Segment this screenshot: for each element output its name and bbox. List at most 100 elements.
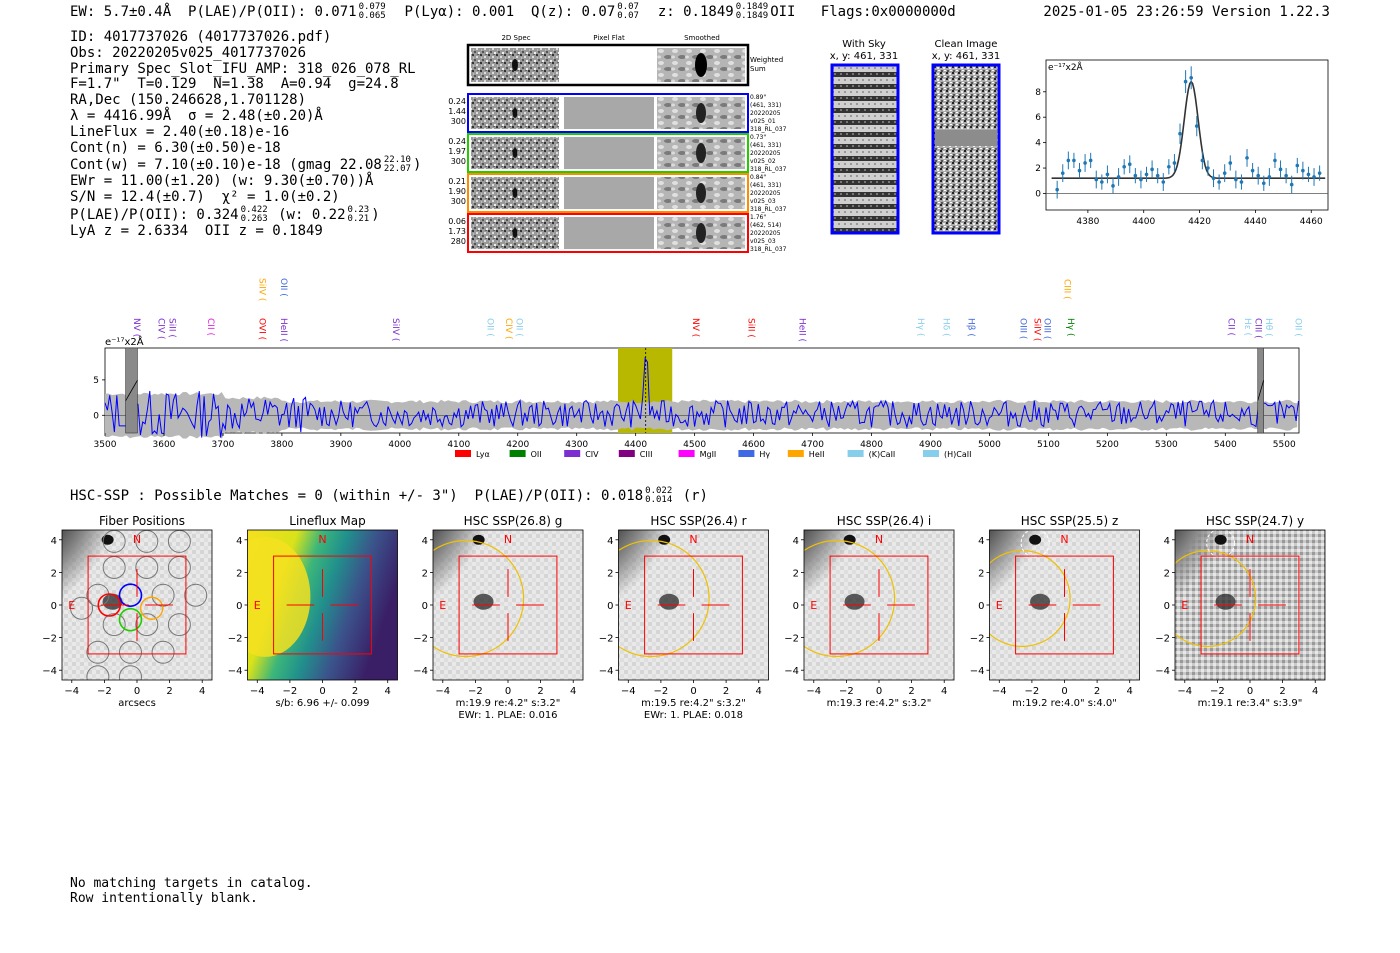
hsc-xtick-label: 2 (352, 686, 358, 697)
cutout-col-label: 2D Spec (501, 34, 530, 42)
hsc-panel-title: Lineflux Map (289, 514, 365, 528)
fiber-row-right-value: v025_03 (750, 198, 776, 205)
fiber-row-right-value: 20220205 (750, 230, 781, 237)
fiber-row-right-value: 1.76" (750, 214, 766, 221)
zoom-data-point (1127, 162, 1132, 167)
legend-swatch (618, 450, 635, 457)
compact-source (1029, 534, 1042, 545)
spec-xtick-label: 4500 (683, 440, 706, 450)
hsc-imaging-panels: Fiber Positions N E −4 −4 −2 −2 0 0 2 2 4 4 arcsecs Li… (42, 514, 1326, 721)
compact-source (1214, 534, 1227, 545)
spec-unit-label: e⁻¹⁷x2Å (105, 335, 144, 348)
hsc-ytick-label: 4 (422, 536, 428, 547)
fiber-row-right-value: (461, 331) (750, 182, 781, 189)
hsc-caption: m:19.5 re:4.2" s:3.2" (641, 698, 746, 709)
hsc-xtick-label: −2 (839, 686, 854, 697)
zoom-data-point (1312, 175, 1316, 179)
compass-east: E (625, 599, 632, 612)
zoom-data-point (1183, 79, 1188, 84)
catalog-note-line1: No matching targets in catalog. (70, 876, 313, 891)
zoom-data-point (1284, 173, 1288, 178)
timestamp-version: 2025-01-05 23:26:59 Version 1.22.3 (1043, 4, 1330, 20)
fiber-row-right-value: 318_RL_037 (750, 206, 787, 213)
legend-label: CIII (640, 450, 653, 459)
fiber-row-left-value: 300 (451, 197, 466, 206)
zoom-data-point (1172, 161, 1177, 165)
spec-xtick-label: 4900 (919, 440, 942, 450)
hsc-ytick-label: 2 (236, 568, 242, 579)
compass-east: E (254, 599, 261, 612)
fiber-row-right-value: (461, 331) (750, 102, 781, 109)
legend-label: (H)CaII (944, 450, 971, 459)
zoom-data-point (1306, 172, 1311, 177)
hsc-xtick-label: 4 (1312, 686, 1318, 697)
fiber-2dspec-source (512, 188, 518, 198)
legend-swatch (923, 450, 939, 457)
fiber-row-right-value: 0.84" (750, 174, 766, 181)
spec-xtick-label: 4600 (742, 440, 765, 450)
fiber-circle (102, 613, 126, 637)
hsc-ytick-label: −4 (413, 666, 428, 677)
hsc-ytick-label: 2 (51, 568, 57, 579)
fiber-2dspec-source (512, 148, 518, 158)
emission-line-label: CIV ( (156, 318, 166, 339)
compass-north: N (318, 533, 326, 546)
fiber-row-left-value: 0.06 (448, 217, 466, 226)
sky-coords: x, y: 461, 331 (830, 51, 899, 62)
hsc-ytick-label: −2 (42, 634, 57, 645)
zoom-data-point (1060, 171, 1065, 175)
hsc-ytick-label: −2 (970, 634, 985, 645)
sky-cutouts: With Sky x, y: 461, 331 Clean Image x, y… (830, 39, 1001, 235)
info-wave: λ = 4416.99Å σ = 2.48(±0.20)Å (70, 107, 323, 124)
zoom-data-point (1144, 172, 1149, 177)
fiber-circle-orange (139, 596, 164, 620)
bright-galaxy (433, 530, 497, 623)
hsc-ytick-label: −4 (1155, 666, 1170, 677)
emission-line-label: OIII ( (1018, 318, 1028, 339)
search-box (87, 555, 187, 655)
hsc-ytick-label: 4 (978, 536, 984, 547)
fiber-row-right-value: v025_02 (750, 158, 776, 165)
hsc-caption: m:19.2 re:4.0" s:4.0" (1012, 698, 1117, 709)
zoom-data-point (1155, 173, 1160, 178)
hsc-panel-title: HSC SSP(26.8) g (464, 514, 563, 528)
hsc-xtick-label: 2 (166, 686, 172, 697)
plae-text: P(LAE)/P(OII): 0.324 (70, 206, 239, 223)
hsc-panel-title: Fiber Positions (99, 514, 185, 528)
fiber-smoothed-source (696, 103, 706, 123)
emission-line-label: NV ( (131, 318, 141, 337)
hsc-xtick-label: 0 (1061, 686, 1067, 697)
contw-upper: 22.10 (383, 155, 411, 166)
emission-line-label: CIII ( (1061, 279, 1071, 300)
hsc-xtick-label: −4 (64, 686, 79, 697)
plae-w-upper: 0.23 (347, 204, 370, 215)
aperture-ellipse (618, 539, 710, 658)
zoom-data-point (1161, 180, 1166, 184)
hsc-xtick-label: −2 (1210, 686, 1225, 697)
plae-w-text: (w: 0.22 (278, 206, 346, 223)
clean-image (931, 63, 1001, 235)
fiber-pixelflat (564, 97, 654, 129)
zoom-data-point (1211, 176, 1216, 181)
info-plae-upper: 0.422 (240, 204, 268, 215)
emission-line-label: Hγ ( (1065, 318, 1075, 336)
fiber-circle (86, 665, 110, 680)
zoom-xtick-label: 4400 (1132, 217, 1155, 227)
plae-upper: 0.079 (358, 2, 386, 12)
fiber-circle (135, 530, 159, 553)
hsc-ytick-label: −2 (1155, 634, 1170, 645)
hsc-xtick-label: −4 (992, 686, 1007, 697)
faint-source (659, 593, 680, 610)
hsc-ytick-label: 0 (793, 601, 799, 612)
spec-xtick-label: 4300 (565, 440, 588, 450)
fiber-row-left-value: 0.21 (448, 177, 466, 186)
search-box (458, 555, 558, 655)
emission-line-label: SiIV ( (1031, 318, 1041, 341)
hsc-ytick-label: 4 (51, 536, 57, 547)
hsc-xtick-label: 0 (876, 686, 882, 697)
zoom-data-point (1273, 158, 1277, 163)
fiber-row-left-value: 280 (451, 237, 466, 246)
hsc-ytick-label: −4 (970, 666, 985, 677)
